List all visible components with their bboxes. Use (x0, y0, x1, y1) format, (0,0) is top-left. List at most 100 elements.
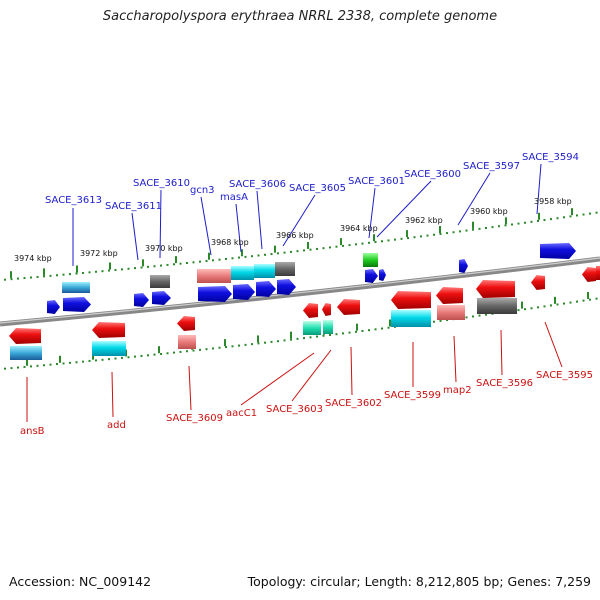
reverse-gene-arrow (322, 303, 331, 316)
gene-label: SACE_3610 (133, 178, 190, 189)
ruler-dot (387, 239, 390, 242)
ruler-dot (335, 333, 338, 336)
gene-label: SACE_3597 (463, 161, 520, 172)
ruler-dot (257, 342, 260, 345)
ruler-dot (511, 223, 513, 226)
ruler-tick (373, 234, 375, 242)
gene-label: SACE_3603 (266, 404, 323, 415)
forward-gene-arrow (152, 291, 171, 305)
ruler-dot (303, 249, 305, 252)
forward-gene-arrow (233, 284, 255, 300)
gene-label: SACE_3594 (522, 152, 579, 163)
ruler-dot (569, 301, 572, 304)
ruler-dot (478, 314, 481, 317)
ruler-dot (166, 263, 169, 266)
ruler-dot (95, 270, 97, 273)
ruler-dot (485, 226, 487, 229)
ruler-dot (205, 259, 208, 262)
backbone-highlight (0, 257, 600, 324)
ruler-tick (92, 352, 94, 360)
ruler-tick (224, 339, 226, 347)
ruler-dot (543, 305, 546, 308)
ruler-tick (389, 319, 391, 327)
kbp-label: 3964 kbp (340, 224, 378, 233)
forward-gene-labels: SACE_3613 SACE_3611 SACE_3610 gcn3 masA … (45, 152, 579, 212)
ruler-dot (114, 357, 117, 360)
ruler-dot (277, 340, 279, 343)
ruler-dot (595, 297, 598, 300)
ruler-dot (238, 256, 240, 259)
leader-line (282, 194, 316, 247)
ruler-dot (309, 248, 312, 251)
ruler-dot (355, 243, 357, 246)
ruler-dot (153, 353, 156, 356)
ruler-dot (355, 330, 357, 333)
ruler-dot (4, 367, 6, 370)
ruler-dot (49, 363, 52, 366)
ruler-dot (543, 219, 546, 222)
ruler-tick (521, 301, 523, 309)
leader-line (536, 163, 542, 215)
forward-gene-arrow (256, 281, 276, 297)
gene-label: ansB (20, 426, 45, 437)
leader-line (188, 365, 192, 411)
leader-line (544, 321, 563, 368)
kbp-label: 3966 kbp (276, 231, 314, 240)
ruler-tick (175, 256, 177, 264)
ruler-dot (62, 362, 65, 365)
ruler-dot (82, 271, 84, 274)
ruler-dot (524, 308, 526, 311)
ruler-dot (147, 265, 149, 268)
ruler-dot (478, 227, 481, 230)
leader-line (159, 189, 162, 259)
ruler-dot (322, 247, 325, 250)
ruler-dot (82, 360, 84, 363)
ruler-tick (241, 249, 243, 257)
ruler-dot (582, 213, 585, 216)
ruler-tick (257, 335, 259, 343)
ruler-dot (49, 274, 52, 277)
ruler-dot (30, 365, 32, 368)
ruler-dot (218, 258, 221, 261)
ruler-dot (173, 263, 175, 266)
reverse-gene-arrow (531, 275, 545, 290)
ruler-dot (296, 250, 299, 253)
ruler-dot (368, 329, 370, 332)
ruler-dot (43, 275, 45, 278)
ruler-tick (290, 331, 292, 339)
forward-gene-arrow (277, 279, 296, 295)
ruler-dot (134, 355, 136, 358)
ruler-dot (283, 339, 286, 342)
gene-label: SACE_3611 (105, 201, 162, 212)
backbone-line (0, 256, 600, 327)
ruler-dot (244, 343, 247, 346)
ruler-dot (530, 307, 533, 310)
ruler-dot (244, 255, 247, 258)
ruler-dot (498, 225, 500, 228)
gene-box (275, 262, 295, 276)
ruler-dot (101, 358, 104, 361)
ruler-dot (88, 271, 91, 274)
ruler-dot (290, 250, 292, 253)
ruler-dot (121, 268, 123, 271)
ruler-tick (307, 241, 309, 249)
ruler-dot (153, 265, 156, 268)
ruler-dot (283, 251, 286, 254)
ruler-dot (342, 244, 344, 247)
ruler-dot (140, 354, 143, 357)
ruler-tick (158, 346, 160, 354)
leader-line (235, 203, 242, 253)
ruler-dot (23, 365, 26, 368)
forward-gene-arrow (47, 300, 60, 314)
ruler-dot (88, 360, 91, 363)
ruler-tick (439, 225, 441, 233)
ruler-tick (538, 212, 540, 220)
ruler-dot (381, 240, 383, 243)
ruler-dot (407, 237, 409, 240)
gene-label: gcn3 (190, 185, 215, 196)
ruler-dot (10, 367, 13, 370)
ruler-dot (127, 267, 130, 270)
reverse-gene-arrow (9, 328, 41, 344)
ruler-dot (17, 366, 19, 369)
ruler-dot (316, 247, 318, 250)
